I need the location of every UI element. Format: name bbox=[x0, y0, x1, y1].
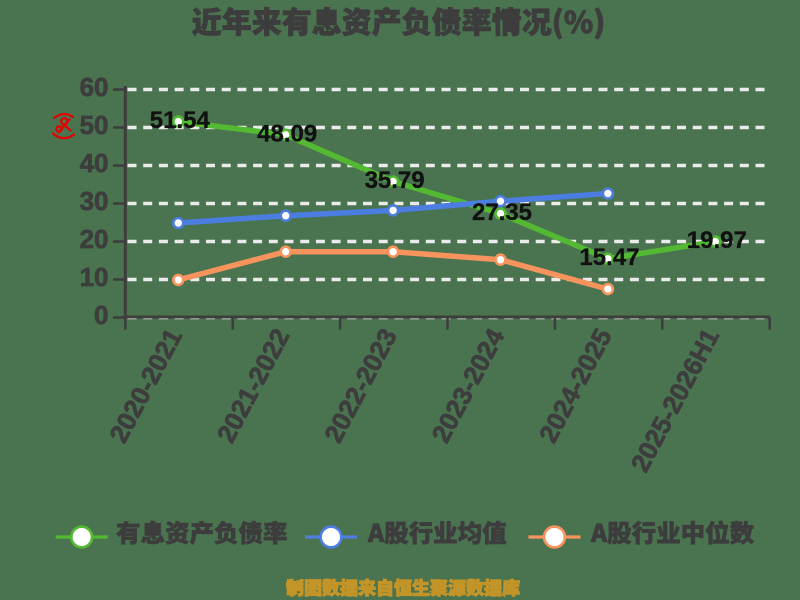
svg-text:0: 0 bbox=[94, 300, 108, 330]
svg-text:20: 20 bbox=[80, 224, 109, 254]
svg-text:27.35: 27.35 bbox=[472, 199, 532, 226]
svg-text:51.54: 51.54 bbox=[150, 107, 211, 134]
svg-text:15.47: 15.47 bbox=[579, 244, 639, 271]
svg-text:10: 10 bbox=[80, 262, 109, 292]
svg-text:50: 50 bbox=[80, 110, 109, 140]
svg-text:60: 60 bbox=[80, 72, 109, 102]
svg-text:40: 40 bbox=[80, 148, 109, 178]
svg-text:30: 30 bbox=[80, 186, 109, 216]
svg-text:35.79: 35.79 bbox=[365, 167, 425, 194]
svg-text:48.09: 48.09 bbox=[257, 120, 317, 147]
svg-text:19.97: 19.97 bbox=[687, 227, 747, 254]
